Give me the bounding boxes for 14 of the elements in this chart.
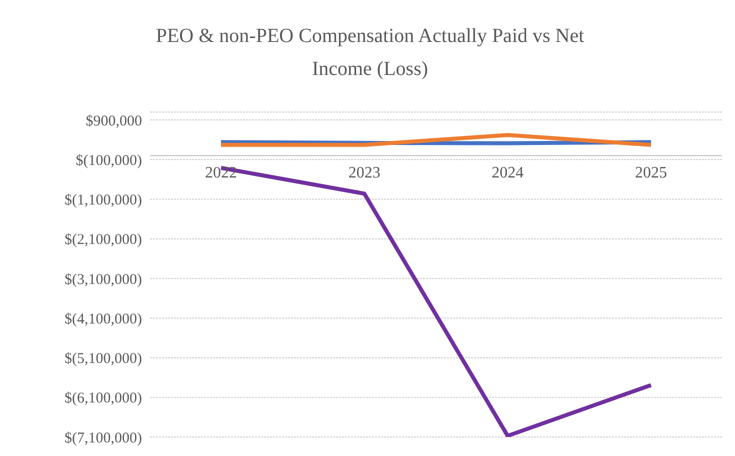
- y-tick-label: $(5,100,000): [64, 351, 142, 368]
- x-tick-label: 2024: [492, 164, 524, 182]
- y-tick-label: $900,000: [86, 113, 142, 130]
- x-tick-label: 2022: [205, 164, 237, 182]
- y-tick-label: $(6,100,000): [64, 390, 142, 407]
- y-tick-label: $(4,100,000): [64, 311, 142, 328]
- y-tick-label: $(2,100,000): [64, 232, 142, 248]
- y-tick-label: $(100,000): [76, 152, 142, 169]
- y-tick-label: $(7,100,000): [64, 430, 142, 446]
- x-tick-label: 2023: [348, 164, 380, 182]
- x-tick-label: 2025: [635, 164, 667, 182]
- chart-title: PEO & non-PEO Compensation Actually Paid vs Net Income (Loss): [154, 24, 586, 82]
- y-tick-label: $(3,100,000): [64, 272, 142, 288]
- y-tick-label: $(1,100,000): [64, 192, 142, 209]
